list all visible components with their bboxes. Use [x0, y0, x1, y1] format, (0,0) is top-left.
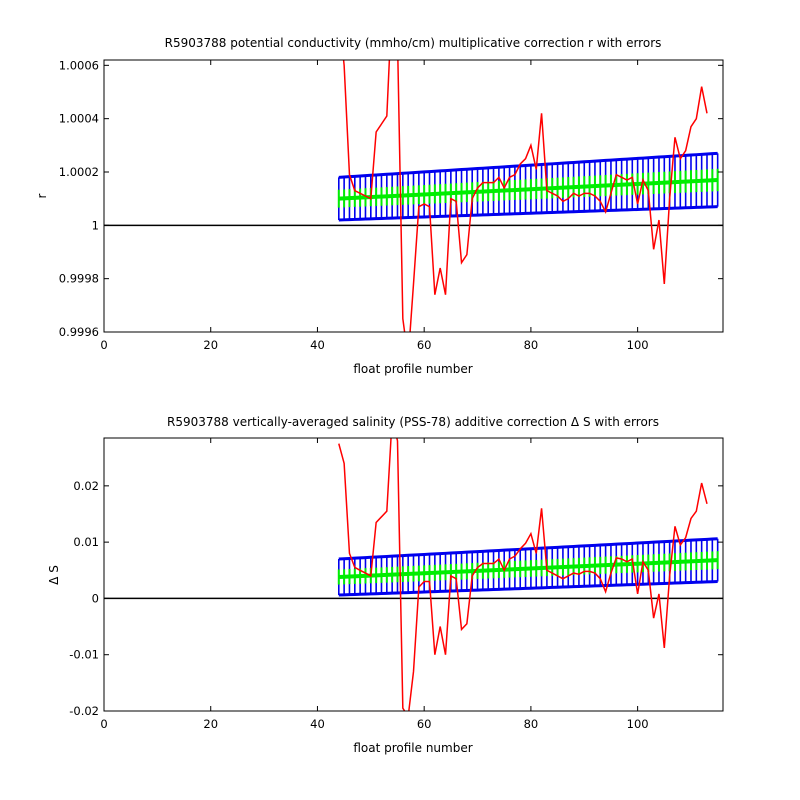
error-upper-line: [338, 151, 718, 179]
y-tick-label: 1.0006: [59, 58, 99, 72]
axes-delta-s: 0 20 40 60 80 100 -0.02 -0.01 0 0.01 0.02: [69, 437, 724, 731]
y-tick-label: 0: [92, 591, 99, 605]
panel-r: R5903788 potential conductivity (mmho/cm…: [35, 36, 724, 376]
plot-area-delta-s: [104, 438, 723, 711]
x-tick-label: 100: [627, 717, 649, 731]
y-tick-label: -0.01: [69, 648, 99, 662]
x-tick-label: 0: [100, 338, 107, 352]
x-axis-label-r: float profile number: [353, 362, 472, 376]
axes-box: [103, 59, 724, 333]
error-upper-line: [338, 537, 718, 561]
y-axis-label-r: r: [35, 193, 49, 198]
x-tick-label: 60: [417, 338, 432, 352]
y-tick-label: 1.0004: [59, 112, 99, 126]
measured-series-line: [338, 438, 708, 711]
x-tick-label: 20: [203, 717, 218, 731]
fit-line: [338, 178, 718, 201]
x-tick-label: 100: [627, 338, 649, 352]
fit-line: [338, 558, 718, 580]
chart-title-r: R5903788 potential conductivity (mmho/cm…: [165, 36, 662, 50]
y-tick-label: 0.01: [73, 535, 99, 549]
x-axis-label-delta-s: float profile number: [353, 741, 472, 755]
x-tick-label: 40: [310, 338, 325, 352]
y-tick-label: 1: [92, 218, 99, 232]
chart-title-delta-s: R5903788 vertically-averaged salinity (P…: [167, 415, 659, 429]
axes-box: [103, 437, 724, 712]
panel-delta-s: R5903788 vertically-averaged salinity (P…: [47, 415, 724, 755]
plot-area-r: [104, 60, 723, 332]
plot-marks: [104, 438, 723, 711]
plot-marks: [104, 60, 723, 332]
x-tick-label: 20: [203, 338, 218, 352]
x-tick-label: 80: [524, 338, 539, 352]
x-tick-label: 60: [417, 717, 432, 731]
error-lower-line: [338, 580, 718, 597]
y-tick-label: -0.02: [69, 704, 99, 718]
y-tick-label: 0.02: [73, 479, 99, 493]
x-tick-label: 40: [310, 717, 325, 731]
y-tick-label: 0.9998: [59, 272, 99, 286]
x-tick-label: 0: [100, 717, 107, 731]
measured-series-line: [342, 60, 708, 332]
error-lower-line: [338, 205, 718, 222]
x-tick-label: 80: [524, 717, 539, 731]
y-tick-label: 0.9996: [59, 325, 99, 339]
axes-r: 0 20 40 60 80 100 0.9996 0.9998 1 1.0002 1.0004 1.0…: [59, 58, 724, 352]
y-axis-label-delta-s: Δ S: [47, 565, 61, 585]
y-tick-label: 1.0002: [59, 165, 99, 179]
